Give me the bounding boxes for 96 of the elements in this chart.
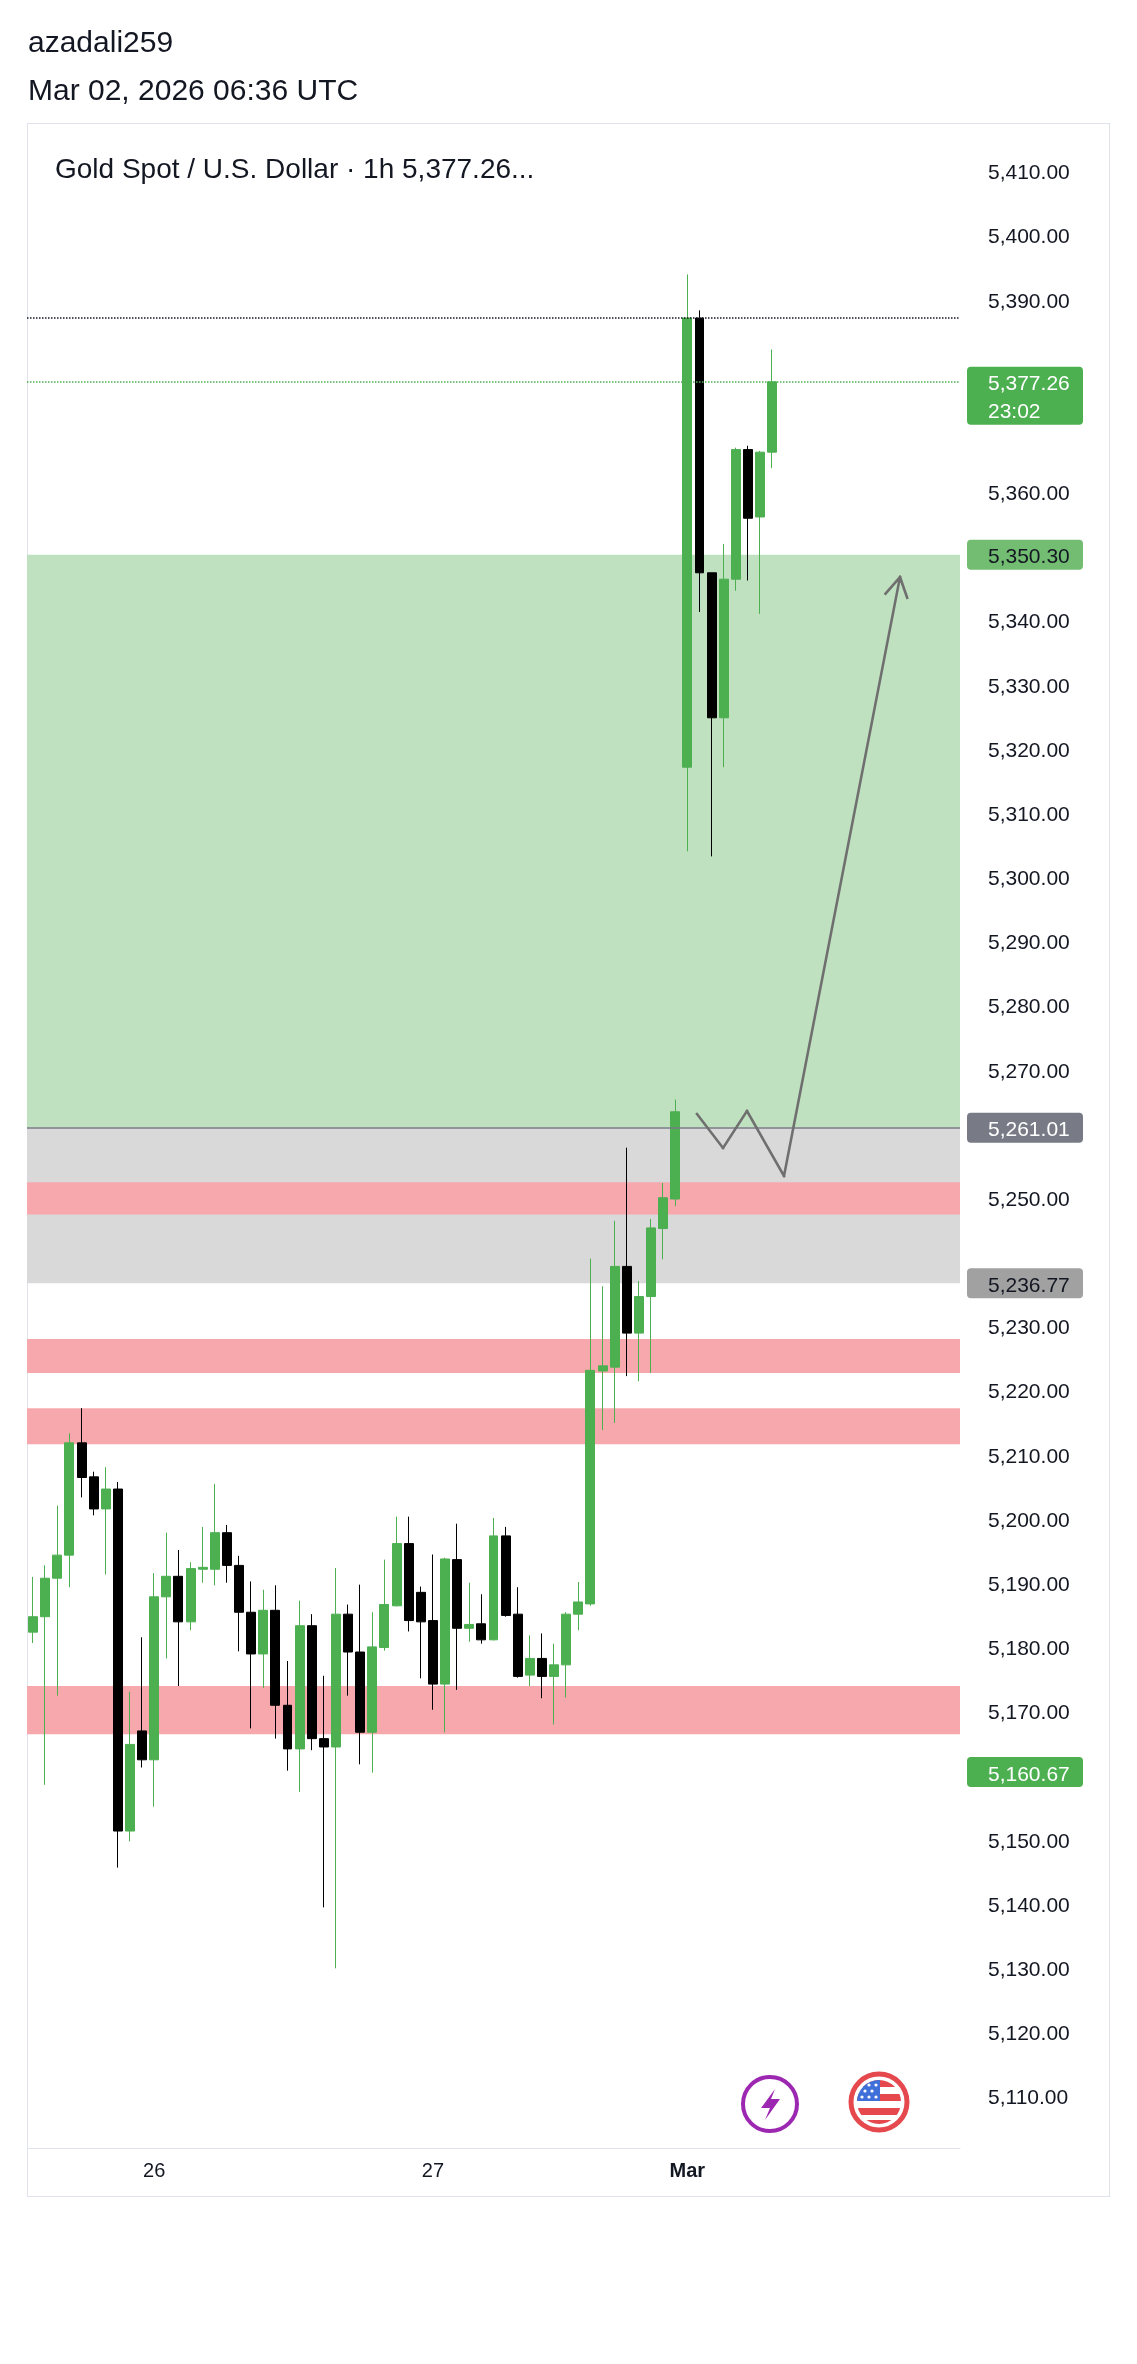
y-tick-label: 5,170.00 xyxy=(988,1700,1070,1724)
candlestick xyxy=(513,1586,523,1679)
candlestick xyxy=(222,1524,232,1584)
candlestick xyxy=(125,1691,135,1842)
text: Gold Spot / U.S. Dollar · 1h 5,377.26... xyxy=(55,152,535,184)
candlestick xyxy=(476,1593,486,1645)
candlestick xyxy=(489,1517,498,1641)
candlestick xyxy=(610,1220,620,1424)
candlestick xyxy=(731,447,741,592)
candlestick xyxy=(77,1407,87,1498)
candlestick xyxy=(695,309,704,613)
band-label: 5,350.30 xyxy=(988,544,1070,568)
candlestick xyxy=(573,1581,583,1631)
text: azadali259 xyxy=(28,24,175,60)
candlestick xyxy=(113,1481,123,1869)
band-label: 5,236.77 xyxy=(988,1272,1070,1296)
candlestick xyxy=(549,1643,559,1726)
candlestick xyxy=(707,572,717,857)
ref-line-label: 5,261.01 xyxy=(988,1117,1070,1141)
candlestick xyxy=(307,1613,317,1751)
y-tick-label: 5,340.00 xyxy=(988,609,1070,633)
candlestick xyxy=(501,1526,511,1618)
candlestick xyxy=(28,1576,38,1644)
candlestick xyxy=(464,1582,474,1643)
candlestick xyxy=(210,1483,220,1586)
y-tick-label: 5,330.00 xyxy=(988,673,1070,697)
candlestick xyxy=(186,1561,196,1631)
candlestick xyxy=(234,1555,244,1652)
y-tick-label: 5,400.00 xyxy=(988,224,1070,248)
candlestick xyxy=(440,1557,450,1733)
candlestick xyxy=(719,543,729,768)
candlestick xyxy=(537,1632,547,1699)
candlestick xyxy=(319,1675,329,1908)
candlestick xyxy=(367,1611,377,1774)
candlestick xyxy=(743,445,753,581)
candlestick xyxy=(452,1523,462,1691)
candlestick xyxy=(404,1516,414,1632)
candlestick xyxy=(40,1564,50,1786)
y-tick-label: 5,150.00 xyxy=(988,1828,1070,1852)
y-tick-label: 5,280.00 xyxy=(988,994,1070,1018)
candlestick xyxy=(392,1516,402,1607)
candlestick xyxy=(149,1572,159,1808)
y-tick-label: 5,220.00 xyxy=(988,1379,1070,1403)
y-tick-label: 5,310.00 xyxy=(988,801,1070,825)
candlestick xyxy=(598,1285,608,1431)
y-tick-label: 5,360.00 xyxy=(988,481,1070,505)
candlestick xyxy=(161,1532,171,1659)
y-tick-label: 5,130.00 xyxy=(988,1956,1070,1980)
candlestick xyxy=(137,1636,147,1769)
y-tick-label: 5,120.00 xyxy=(988,2021,1070,2045)
y-tick-label: 5,250.00 xyxy=(988,1186,1070,1210)
candlestick xyxy=(658,1182,668,1260)
candlestick xyxy=(343,1604,353,1697)
candlestick xyxy=(295,1600,305,1793)
y-tick-label: 5,210.00 xyxy=(988,1443,1070,1467)
candlestick xyxy=(101,1466,111,1575)
candlestick xyxy=(258,1589,268,1689)
text: 5,160.67 xyxy=(988,1761,1070,1785)
y-tick-label: 5,180.00 xyxy=(988,1636,1070,1660)
candlestick xyxy=(355,1584,365,1765)
x-tick-label: 26 xyxy=(143,2159,166,2181)
candlestick xyxy=(246,1580,256,1729)
candlestick xyxy=(173,1549,183,1687)
candlestick xyxy=(755,450,765,615)
y-tick-label: 5,200.00 xyxy=(988,1507,1070,1531)
y-tick-label: 5,290.00 xyxy=(988,930,1070,954)
candlestick xyxy=(585,1258,595,1607)
ref-line-label: 5,377.26 23:02 xyxy=(988,371,1070,423)
y-tick-label: 5,270.00 xyxy=(988,1058,1070,1082)
x-tick-label: Mar xyxy=(669,2159,706,2181)
candlestick xyxy=(561,1611,571,1699)
candlestick xyxy=(379,1559,389,1652)
candlestick xyxy=(525,1634,535,1687)
y-tick-label: 5,390.00 xyxy=(988,288,1070,312)
candlestick xyxy=(670,1099,680,1207)
x-tick-label: 27 xyxy=(421,2159,445,2181)
candlestick xyxy=(646,1218,656,1374)
candlestick xyxy=(270,1584,280,1740)
y-tick-label: 5,410.00 xyxy=(988,160,1070,184)
candlestick xyxy=(283,1660,292,1772)
candlestick xyxy=(89,1471,99,1516)
candlestick xyxy=(198,1526,208,1584)
y-tick-label: 5,300.00 xyxy=(988,866,1070,890)
candlestick xyxy=(428,1553,438,1711)
y-tick-label: 5,190.00 xyxy=(988,1571,1070,1595)
y-tick-label: 5,230.00 xyxy=(988,1315,1070,1339)
y-tick-label: 5,320.00 xyxy=(988,737,1070,761)
candlestick xyxy=(64,1432,74,1588)
candlestick xyxy=(416,1586,426,1679)
candlestick xyxy=(634,1280,644,1382)
y-tick-label: 5,140.00 xyxy=(988,1892,1070,1916)
candlestick xyxy=(52,1505,62,1697)
candlestick xyxy=(622,1147,632,1377)
candlestick xyxy=(331,1567,341,1969)
text: Mar 02, 2026 06:36 UTC xyxy=(28,72,359,108)
y-tick-label: 5,110.00 xyxy=(988,2085,1069,2109)
